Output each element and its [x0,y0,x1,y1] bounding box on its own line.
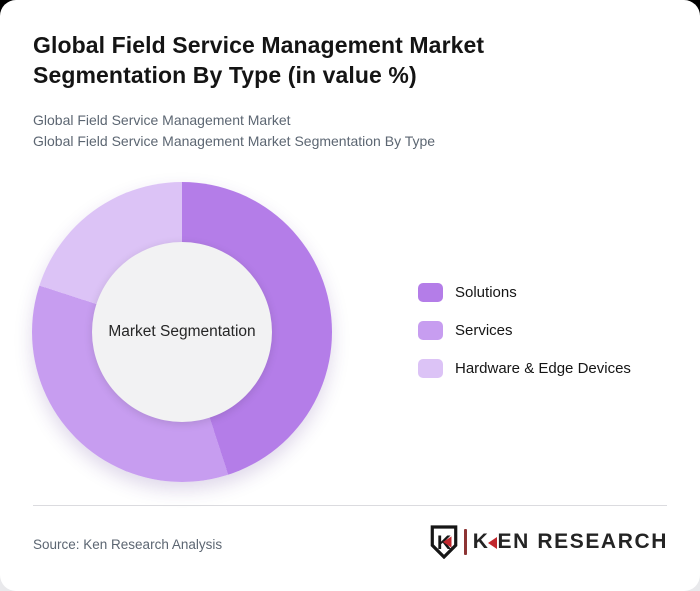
donut-ring: Market Segmentation [32,182,332,482]
wordmark-rest: EN RESEARCH [497,530,668,553]
footer-divider [33,505,667,506]
legend-swatch [418,321,443,340]
logo-red-triangle-icon [487,536,497,549]
badge-red-triangle-icon [442,536,452,548]
donut-hole: Market Segmentation [92,242,272,422]
legend-item: Services [418,321,631,340]
badge-letter: K [437,532,452,554]
wordmark-k: K [472,530,490,553]
source-text: Source: Ken Research Analysis [33,537,223,552]
logo-wordmark: K EN RESEARCH [473,530,668,554]
logo-separator [463,529,467,555]
legend-item: Hardware & Edge Devices [418,359,631,378]
legend-swatch [418,359,443,378]
legend-label: Solutions [455,284,517,301]
legend-swatch [418,283,443,302]
chart-title: Global Field Service Management Market S… [33,32,485,88]
chart-subtitle: Global Field Service Management Market G… [33,110,435,152]
legend-label: Hardware & Edge Devices [455,360,631,377]
ken-research-logo: K K EN RESEARCH [429,524,668,560]
subtitle-line-1: Global Field Service Management Market [33,112,291,128]
chart-legend: Solutions Services Hardware & Edge Devic… [418,283,631,378]
legend-label: Services [455,322,513,339]
ken-research-badge-icon: K [430,525,458,559]
donut-center-label: Market Segmentation [108,323,256,340]
subtitle-line-2: Global Field Service Management Market S… [33,133,436,149]
legend-item: Solutions [418,283,631,302]
